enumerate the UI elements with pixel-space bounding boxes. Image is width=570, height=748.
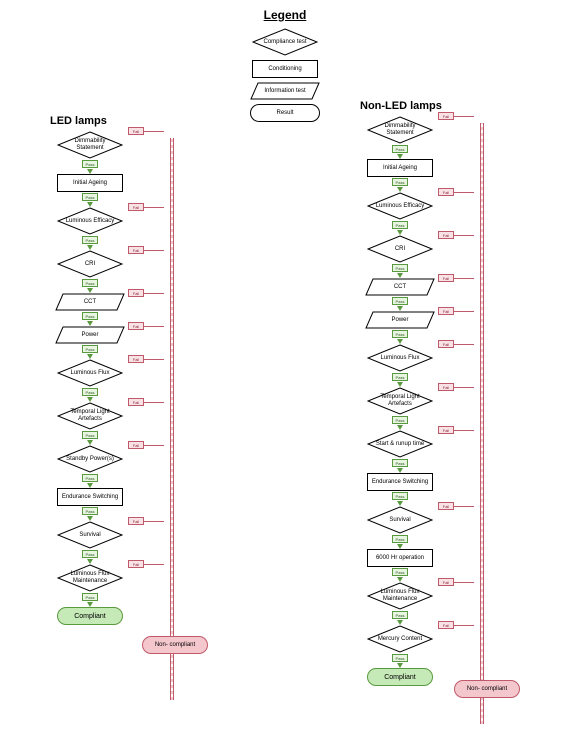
diamond-node: Luminous Flux Maintenance <box>57 564 123 592</box>
diamond-node: Temporal Light Artefacts <box>367 387 433 415</box>
diamond-node: Luminous Flux <box>367 344 433 372</box>
pass-badge: Pass <box>392 373 408 381</box>
rect-node: Endurance Switching <box>57 488 123 506</box>
pass-badge: Pass <box>82 279 98 287</box>
para-node: CCT <box>365 278 435 296</box>
fail-badge: Fail <box>438 578 454 586</box>
fail-bus <box>170 138 174 700</box>
para-node: Power <box>55 326 125 344</box>
fail-badge: Fail <box>128 289 144 297</box>
legend-pill: Result <box>250 104 320 122</box>
diamond-node: Luminous Efficacy <box>57 207 123 235</box>
pass-badge: Pass <box>392 535 408 543</box>
pass-badge: Pass <box>392 492 408 500</box>
fail-badge: Fail <box>128 441 144 449</box>
pass-badge: Pass <box>82 593 98 601</box>
column-title: LED lamps <box>50 115 210 127</box>
pass-badge: Pass <box>392 568 408 576</box>
fail-badge: Fail <box>128 127 144 135</box>
legend-diamond: Compliance test <box>252 28 318 56</box>
diamond-node: CRI <box>367 235 433 263</box>
fail-badge: Fail <box>438 231 454 239</box>
pass-badge: Pass <box>82 507 98 515</box>
pass-badge: Pass <box>392 264 408 272</box>
diamond-node: Dimmability Statement <box>367 116 433 144</box>
fail-badge: Fail <box>128 203 144 211</box>
pass-badge: Pass <box>82 345 98 353</box>
rect-node: Initial Ageing <box>57 174 123 192</box>
pass-badge: Pass <box>392 611 408 619</box>
pass-badge: Pass <box>392 416 408 424</box>
pass-badge: Pass <box>82 474 98 482</box>
pass-badge: Pass <box>82 431 98 439</box>
pass-badge: Pass <box>392 297 408 305</box>
pass-badge: Pass <box>392 178 408 186</box>
fail-badge: Fail <box>128 246 144 254</box>
fail-badge: Fail <box>128 517 144 525</box>
pass-badge: Pass <box>392 145 408 153</box>
fail-badge: Fail <box>438 112 454 120</box>
fail-badge: Fail <box>128 355 144 363</box>
compliant-result: Compliant <box>57 607 123 625</box>
diamond-node: Survival <box>367 506 433 534</box>
diamond-node: Mercury Content <box>367 625 433 653</box>
rect-node: Endurance Switching <box>367 473 433 491</box>
para-node: CCT <box>55 293 125 311</box>
pass-badge: Pass <box>392 221 408 229</box>
pass-badge: Pass <box>82 388 98 396</box>
legend-rect: Conditioning <box>252 60 318 78</box>
pass-badge: Pass <box>82 312 98 320</box>
fail-badge: Fail <box>128 322 144 330</box>
fail-badge: Fail <box>438 426 454 434</box>
diamond-node: Temporal Light Artefacts <box>57 402 123 430</box>
fail-badge: Fail <box>438 274 454 282</box>
compliant-result: Compliant <box>367 668 433 686</box>
column-title: Non-LED lamps <box>360 100 520 112</box>
legend-title: Legend <box>220 8 350 22</box>
flow-column: Non-LED lamps Dimmability Statement Fail Pa… <box>360 100 520 686</box>
legend-para: Information test <box>250 82 320 100</box>
rect-node: Initial Ageing <box>367 159 433 177</box>
fail-badge: Fail <box>128 398 144 406</box>
pass-badge: Pass <box>82 160 98 168</box>
pass-badge: Pass <box>82 550 98 558</box>
legend: Legend Compliance test Conditioning Info… <box>220 8 350 126</box>
fail-badge: Fail <box>128 560 144 568</box>
fail-badge: Fail <box>438 383 454 391</box>
para-node: Power <box>365 311 435 329</box>
diamond-node: Luminous Flux Maintenance <box>367 582 433 610</box>
fail-badge: Fail <box>438 621 454 629</box>
diamond-node: Survival <box>57 521 123 549</box>
diamond-node: Start & runup time <box>367 430 433 458</box>
diamond-node: Luminous Efficacy <box>367 192 433 220</box>
pass-badge: Pass <box>392 459 408 467</box>
diamond-node: Standby Power(s) <box>57 445 123 473</box>
fail-badge: Fail <box>438 502 454 510</box>
flow-column: LED lampsDimmability StatementFailPassIn… <box>50 115 210 625</box>
pass-badge: Pass <box>82 236 98 244</box>
fail-badge: Fail <box>438 307 454 315</box>
diamond-node: Luminous Flux <box>57 359 123 387</box>
rect-node: 6000 Hr operation <box>367 549 433 567</box>
pass-badge: Pass <box>392 654 408 662</box>
pass-badge: Pass <box>82 193 98 201</box>
pass-badge: Pass <box>392 330 408 338</box>
diamond-node: CRI <box>57 250 123 278</box>
fail-bus <box>480 123 484 724</box>
noncompliant-result: Non- compliant <box>454 680 520 698</box>
fail-badge: Fail <box>438 188 454 196</box>
fail-badge: Fail <box>438 340 454 348</box>
noncompliant-result: Non- compliant <box>142 636 208 654</box>
diamond-node: Dimmability Statement <box>57 131 123 159</box>
